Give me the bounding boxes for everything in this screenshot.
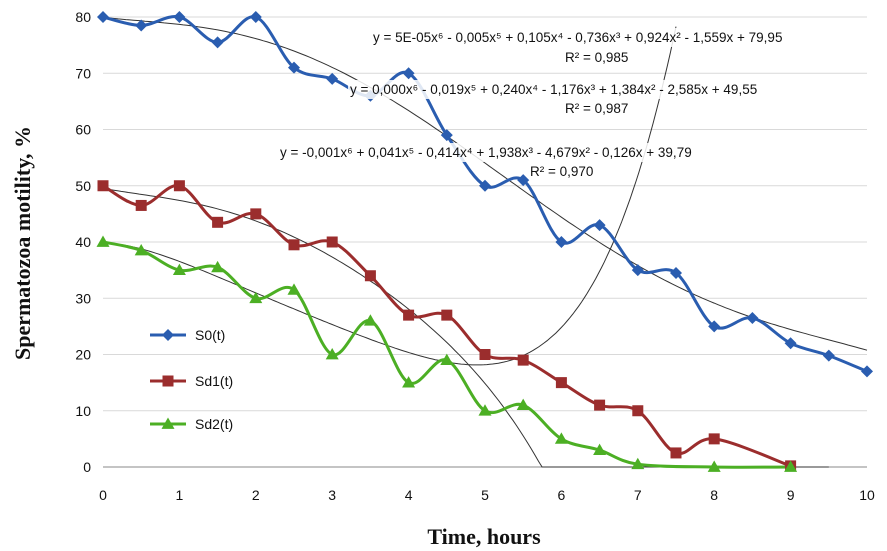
y-tick-label: 10 [75,403,91,419]
data-point-s0t [822,349,835,362]
data-point-sd2t [593,443,607,455]
y-tick-label: 0 [83,459,91,475]
y-tick-label: 80 [75,9,91,25]
tick-labels: 0 10 20 30 40 50 60 70 80 0 1 2 3 4 5 6 7 8 9 10 [75,9,875,503]
data-point-sd1t [250,208,262,220]
data-point-sd2t [287,283,301,295]
legend: S0(t) Sd1(t) Sd2(t) [150,327,233,432]
x-tick-label: 3 [328,487,336,503]
legend-marker-s0t [162,329,174,341]
trendline [103,26,677,366]
x-tick-label: 2 [252,487,260,503]
data-point-sd1t [632,405,644,417]
x-tick-label: 1 [176,487,184,503]
legend-marker-sd1t [162,375,174,387]
y-tick-label: 20 [75,347,91,363]
legend-label-sd2t: Sd2(t) [195,416,233,432]
data-point-sd2t [554,432,568,444]
data-point-s0t [631,264,644,277]
data-point-sd2t [363,314,377,326]
x-tick-label: 8 [710,487,718,503]
trendline [102,16,868,351]
x-axis-title: Time, hours [427,524,541,549]
data-point-s0t [211,36,224,49]
data-point-s0t [288,61,300,74]
x-tick-label: 4 [405,487,413,503]
data-point-sd1t [212,216,224,228]
y-tick-label: 30 [75,290,91,306]
data-point-sd2t [134,243,148,256]
data-point-sd1t [594,399,606,411]
data-point-s0t [97,11,109,23]
data-point-sd1t [708,433,720,445]
data-point-s0t [249,11,262,23]
data-point-s0t [135,19,148,32]
trend-equation: y = 5E-05x⁶ - 0,005x⁵ + 0,105x⁴ - 0,736x… [373,30,782,45]
equation-annotations: y = 5E-05x⁶ - 0,005x⁵ + 0,105x⁴ - 0,736x… [278,28,785,179]
data-point-sd1t [364,270,376,282]
data-point-sd1t [173,180,185,192]
data-point-s0t [440,129,453,142]
x-tick-label: 0 [99,487,107,503]
r-squared-label: R² = 0,970 [530,164,593,179]
data-point-sd2t [211,260,225,273]
y-tick-label: 40 [75,234,91,250]
x-tick-label: 7 [634,487,642,503]
legend-marker-sd2t [161,417,175,429]
data-point-sd2t [96,235,110,247]
x-tick-label: 9 [787,487,795,503]
data-point-sd2t [172,263,186,275]
data-point-s0t [746,311,759,324]
equation-background [348,80,760,99]
legend-label-s0t: S0(t) [195,327,225,343]
y-tick-label: 50 [75,178,91,194]
equation-background [278,143,694,162]
data-point-sd1t [670,447,682,459]
data-point-sd1t [97,180,109,192]
series-markers [96,11,873,472]
data-point-sd2t [249,291,263,304]
x-tick-label: 5 [481,487,489,503]
data-point-sd2t [402,376,416,388]
data-point-s0t [173,11,186,23]
data-point-s0t [784,337,797,350]
data-point-s0t [708,320,721,333]
data-point-s0t [555,236,568,248]
data-point-sd2t [440,353,454,365]
y-tick-label: 60 [75,122,91,138]
equation-background [371,28,785,47]
data-point-sd2t [631,457,645,470]
y-tick-label: 70 [75,65,91,81]
legend-label-sd1t: Sd1(t) [195,373,233,389]
data-point-s0t [861,365,873,378]
trend-equation: y = -0,001x⁶ + 0,041x⁵ - 0,414x⁴ + 1,938… [280,145,692,160]
data-point-sd1t [441,309,453,321]
data-point-sd2t [784,460,798,472]
data-point-s0t [326,72,339,85]
data-point-sd2t [516,398,530,410]
data-point-sd1t [403,309,415,321]
data-point-sd2t [325,348,339,360]
data-point-sd1t [288,239,300,251]
data-point-s0t [593,219,606,232]
data-point-s0t [402,67,415,80]
data-point-sd1t [135,199,147,211]
x-tick-label: 6 [558,487,566,503]
y-axis-title: Spermatozoa motility, % [10,126,35,360]
r-squared-label: R² = 0,987 [565,101,628,116]
trend-equation: y = 0,000x⁶ - 0,019x⁵ + 0,240x⁴ - 1,176x… [350,82,757,97]
data-point-sd2t [478,404,492,416]
data-point-sd1t [517,354,529,366]
data-point-sd2t [707,460,721,472]
r-squared-label: R² = 0,985 [565,50,628,65]
data-point-s0t [479,179,491,192]
x-tick-label: 10 [859,487,875,503]
data-point-s0t [517,174,530,187]
data-point-sd1t [479,349,491,360]
data-point-sd1t [326,236,338,248]
data-point-sd1t [555,377,567,389]
data-point-s0t [670,266,682,279]
